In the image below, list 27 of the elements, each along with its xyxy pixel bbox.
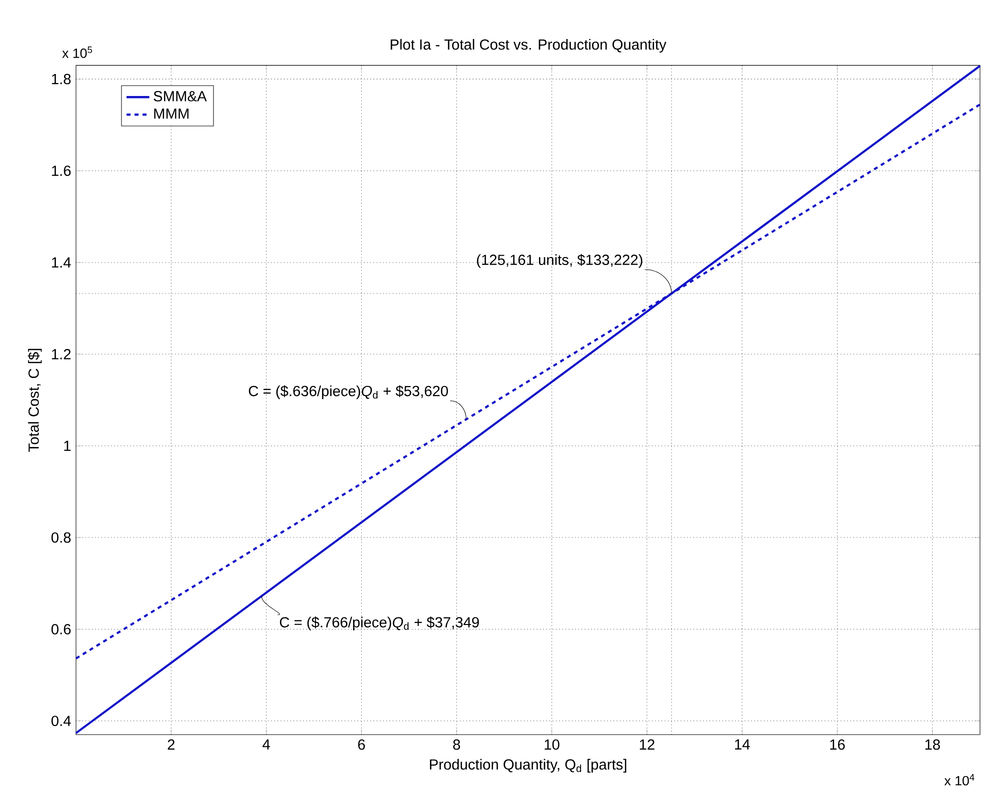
x-tick-label: 4	[262, 740, 270, 750]
x-tick-label: 8	[453, 740, 460, 750]
annotation: (125,161 units, $133,222)	[476, 254, 642, 268]
y-tick-label: 1	[64, 440, 71, 452]
annotation: C = ($.766/piece)Q$_{d}$ + $37,349	[280, 616, 479, 631]
x-tick-label: 12	[640, 740, 654, 750]
x-tick-label: 6	[358, 740, 365, 750]
x-tick-label: 10	[544, 740, 560, 750]
chart-title: Plot Ia - Total Cost vs. Production Quantity	[390, 39, 666, 53]
x-tick-label: 16	[830, 740, 845, 750]
y-tick-label: 1.4	[52, 258, 71, 268]
y-tick-label: 1.6	[52, 166, 71, 176]
y-tick-label: 1.8	[52, 74, 71, 84]
legend-label: SMM&A	[154, 91, 207, 102]
x-tick-label: 2	[168, 740, 175, 750]
y-tick-label: 0.4	[51, 716, 71, 726]
text: x 10$^{5}$	[62, 46, 92, 58]
y-tick-label: 0.6	[51, 624, 71, 635]
legend-label: MMM	[154, 108, 188, 119]
x-tick-label: 14	[735, 740, 750, 750]
x-tick-label: 18	[925, 740, 940, 750]
y-tick-label: 1.2	[52, 349, 71, 360]
annotation: C = ($.636/piece)Q$_{d}$ + $53,620	[248, 385, 448, 400]
text: x 10$^{4}$	[944, 774, 974, 786]
y-tick-label: 0.8	[51, 532, 71, 543]
y-axis-title: Total Cost, C [$]	[28, 349, 42, 452]
x-axis-title: Production Quantity, Q$_{d}$ [parts]	[430, 759, 626, 773]
